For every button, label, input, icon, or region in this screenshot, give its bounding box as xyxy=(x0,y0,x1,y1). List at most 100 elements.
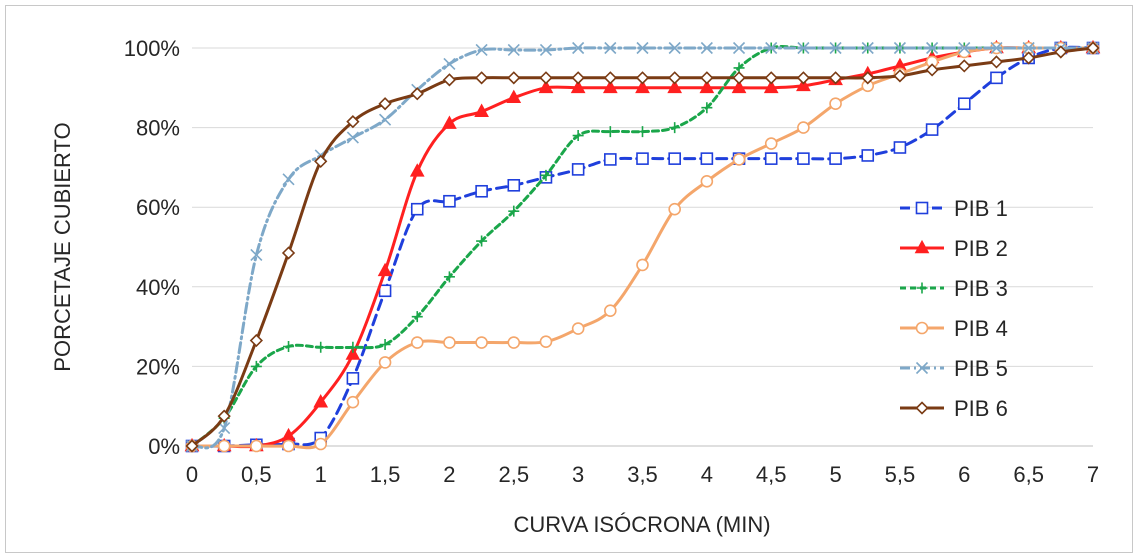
legend-marker xyxy=(915,321,929,335)
data-point xyxy=(731,79,747,94)
data-point xyxy=(700,152,714,165)
data-point xyxy=(667,79,683,94)
x-axis-title: CURVA ISÓCRONA (MIN) xyxy=(513,512,770,537)
data-point xyxy=(507,336,521,349)
data-point xyxy=(764,137,778,150)
data-point xyxy=(636,152,649,165)
x-tick-label: 4,5 xyxy=(756,462,787,487)
data-point xyxy=(957,59,971,73)
data-point xyxy=(475,184,488,198)
data-point xyxy=(604,304,617,317)
data-point xyxy=(604,41,617,55)
x-tick-label: 2 xyxy=(443,462,455,487)
data-point xyxy=(476,235,488,247)
legend-label: PIB 5 xyxy=(954,356,1008,381)
data-point xyxy=(764,152,778,165)
data-point xyxy=(957,97,971,111)
x-tick-label: 4 xyxy=(701,462,713,487)
data-point xyxy=(1086,41,1100,55)
data-point xyxy=(410,336,424,349)
data-point xyxy=(315,341,327,353)
data-point xyxy=(474,103,489,117)
data-point xyxy=(732,71,746,85)
data-point xyxy=(797,41,810,55)
data-point xyxy=(443,336,456,349)
y-axis-title: PORCETAJE CUBIERTO xyxy=(50,122,75,371)
data-point xyxy=(763,79,779,94)
data-point xyxy=(410,87,424,101)
data-point xyxy=(797,152,810,165)
data-point xyxy=(796,71,811,85)
data-point xyxy=(313,394,329,408)
data-point xyxy=(829,41,842,55)
data-point xyxy=(926,41,939,55)
data-point xyxy=(989,55,1004,69)
data-point xyxy=(668,152,681,165)
data-point xyxy=(314,437,328,451)
data-point xyxy=(507,43,520,57)
x-tick-label: 3,5 xyxy=(627,462,658,487)
x-tick-label: 0,5 xyxy=(241,462,272,487)
legend-label: PIB 3 xyxy=(954,276,1008,301)
x-tick-label: 7 xyxy=(1087,462,1099,487)
legend-label: PIB 6 xyxy=(954,396,1008,421)
data-point xyxy=(217,439,231,453)
data-point xyxy=(538,79,554,94)
data-point xyxy=(346,395,360,409)
data-point xyxy=(250,439,263,453)
data-point xyxy=(378,356,392,369)
x-tick-label: 5,5 xyxy=(885,462,916,487)
data-point xyxy=(507,71,521,85)
data-point xyxy=(475,336,488,349)
x-tick-label: 1,5 xyxy=(370,462,401,487)
data-point xyxy=(668,202,681,216)
y-tick-label: 40% xyxy=(136,275,180,300)
x-tick-label: 2,5 xyxy=(498,462,529,487)
data-point xyxy=(635,79,650,94)
data-point xyxy=(668,41,681,55)
data-point xyxy=(700,175,714,188)
chart-frame xyxy=(5,5,1133,553)
y-tick-label: 0% xyxy=(148,434,180,459)
data-point xyxy=(218,422,231,435)
data-point xyxy=(281,246,296,260)
data-point xyxy=(637,126,648,138)
data-point xyxy=(861,149,875,162)
data-point xyxy=(925,63,939,77)
data-point xyxy=(377,262,393,277)
data-point xyxy=(699,79,715,94)
data-point xyxy=(442,73,457,87)
data-point xyxy=(1054,45,1068,59)
data-point xyxy=(893,69,907,83)
data-point xyxy=(636,258,649,272)
y-tick-label: 100% xyxy=(124,36,180,61)
series-line xyxy=(190,46,1095,449)
data-point xyxy=(282,439,295,453)
data-point xyxy=(282,173,295,186)
data-point xyxy=(990,41,1003,55)
data-point xyxy=(409,163,425,177)
data-point xyxy=(346,114,360,129)
data-point xyxy=(540,169,552,181)
y-tick-label: 80% xyxy=(136,116,180,141)
data-point xyxy=(570,79,586,94)
data-point xyxy=(443,194,456,208)
data-point xyxy=(539,43,553,57)
data-point xyxy=(250,248,263,262)
data-point xyxy=(571,71,585,85)
legend-item: PIB 5 xyxy=(900,356,1008,381)
data-point xyxy=(474,71,489,85)
data-point xyxy=(829,97,842,111)
data-point xyxy=(378,97,392,111)
data-point xyxy=(379,113,392,126)
data-point xyxy=(668,71,682,85)
data-point xyxy=(539,335,553,349)
data-point xyxy=(603,71,617,85)
data-point xyxy=(345,346,361,360)
data-point xyxy=(346,131,359,144)
data-point xyxy=(443,57,456,70)
data-point xyxy=(829,152,842,165)
data-point xyxy=(861,41,874,55)
data-point xyxy=(443,271,455,283)
legend-label: PIB 1 xyxy=(954,196,1008,221)
